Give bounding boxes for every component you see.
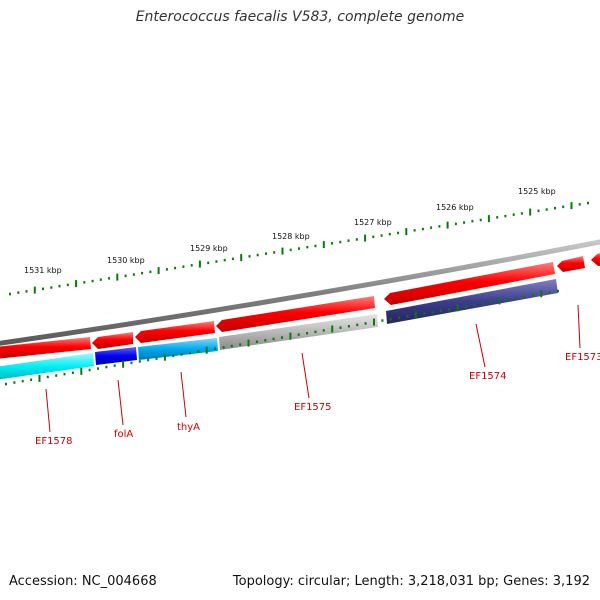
cds-upper-4 [216, 296, 375, 332]
scale-label-1530: 1530 kbp [107, 256, 145, 265]
scale-label-1529: 1529 kbp [190, 244, 228, 253]
scale-labels: 1531 kbp 1530 kbp 1529 kbp 1528 kbp 1527… [24, 187, 556, 275]
map-title: Enterococcus faecalis V583, complete gen… [135, 9, 465, 25]
gene-block-EF1575 [219, 314, 378, 350]
leader-EF1574 [475, 323, 486, 368]
leader-EF1578 [45, 388, 51, 433]
inner-scale-ticks [5, 289, 559, 386]
scale-label-1526: 1526 kbp [436, 203, 474, 212]
gene-block-folA [95, 347, 137, 365]
gene-label-folA: folA [114, 429, 133, 440]
gene-block-thyA [138, 338, 218, 360]
scale-label-1527: 1527 kbp [354, 218, 392, 227]
gene-block-EF1574 [386, 279, 558, 324]
scale-label-1531: 1531 kbp [24, 266, 62, 275]
leader-folA [117, 379, 124, 426]
scale-label-1525: 1525 kbp [518, 187, 556, 196]
cds-upper-5 [384, 262, 555, 305]
forward-strand-genes [0, 253, 600, 359]
gene-block-EF1578 [0, 353, 94, 380]
cds-upper-1 [0, 337, 91, 359]
genome-stats-label: Topology: circular; Length: 3,218,031 bp… [232, 574, 590, 589]
outer-scale-ticks [9, 201, 589, 296]
reverse-strand-genes [0, 279, 558, 380]
gene-leader-lines [45, 304, 581, 433]
cds-upper-7 [591, 253, 600, 266]
scale-label-1528: 1528 kbp [272, 232, 310, 241]
cds-upper-2 [92, 332, 133, 349]
gene-label-EF1578: EF1578 [35, 436, 73, 447]
cds-upper-3 [135, 321, 215, 343]
genome-backbone [0, 239, 600, 346]
cds-upper-6 [557, 256, 585, 272]
leader-EF1575 [301, 352, 310, 399]
gene-labels: EF1578 folA thyA EF1575 EF1574 EF1573 [35, 352, 600, 447]
gene-label-EF1574: EF1574 [469, 371, 507, 382]
accession-label: Accession: NC_004668 [9, 574, 157, 589]
leader-thyA [180, 371, 187, 418]
gene-label-thyA: thyA [177, 422, 200, 433]
leader-EF1573 [577, 304, 581, 349]
gene-label-EF1573: EF1573 [565, 352, 600, 363]
gene-label-EF1575: EF1575 [294, 402, 332, 413]
